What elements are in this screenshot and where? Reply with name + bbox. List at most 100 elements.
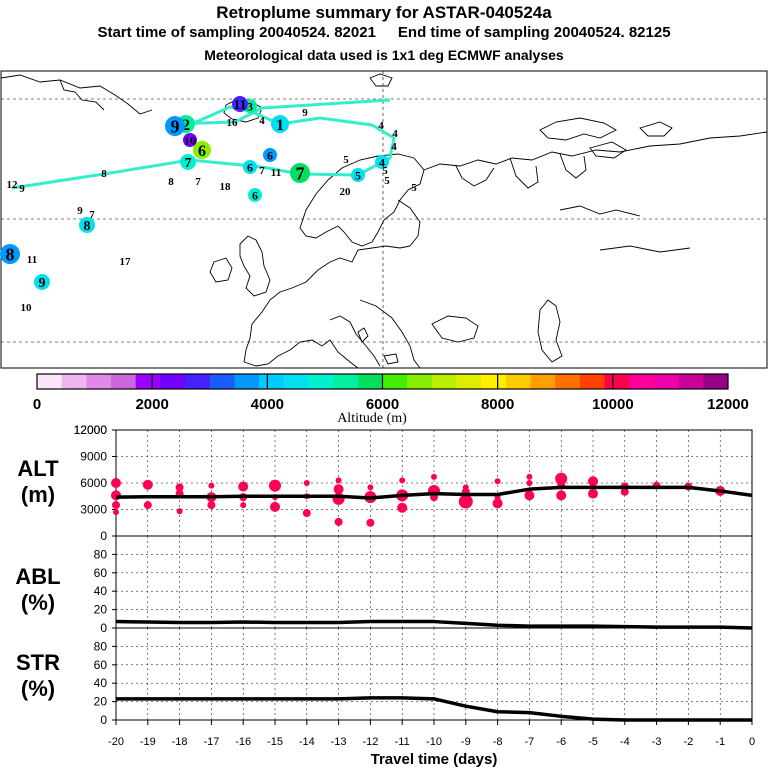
colorbar-cell xyxy=(135,374,161,389)
altitude-point xyxy=(399,477,406,484)
x-tick-label: -12 xyxy=(362,736,378,748)
map-point-label: 3 xyxy=(247,99,253,113)
map-point-label: 7 xyxy=(296,163,305,183)
map-label-marker: 12 xyxy=(7,179,19,191)
colorbar-tick-label: 2000 xyxy=(135,396,168,413)
x-tick-label: -14 xyxy=(299,736,315,748)
altitude-point xyxy=(526,473,533,480)
colorbar-cell xyxy=(283,374,309,389)
map-label-marker: 9 xyxy=(34,274,50,291)
map-label-marker: 4 xyxy=(392,128,398,140)
y-tick-label: 6000 xyxy=(80,476,107,490)
map-label-marker: 7 xyxy=(290,163,310,183)
map-point-label: 18 xyxy=(220,181,232,193)
colorbar-ticks: 0 2000 4000 6000 8000 10000 12000 xyxy=(33,374,749,413)
map-gridlines xyxy=(1,71,767,368)
altitude-point xyxy=(367,484,374,491)
altitude-point xyxy=(112,501,120,510)
x-tick-label: -10 xyxy=(426,736,442,748)
map-label-marker: 4 xyxy=(391,141,397,153)
altitude-point xyxy=(238,481,249,492)
y-tick-label: 20 xyxy=(94,695,108,709)
map-circle xyxy=(0,244,20,264)
map-label-marker: 7 xyxy=(89,209,95,221)
colorbar-cell xyxy=(678,374,704,389)
x-tick-label: -18 xyxy=(172,736,188,748)
map-point-label: 4 xyxy=(259,115,265,127)
map-label-marker: 16 xyxy=(227,117,239,129)
map-point-label: 8 xyxy=(6,244,15,264)
colorbar-cell xyxy=(37,374,63,389)
map-point-label: 6 xyxy=(198,143,206,160)
map-point-label: 10 xyxy=(184,133,196,147)
altitude-point xyxy=(113,509,119,516)
map-label-marker: 6 xyxy=(193,141,211,160)
map-point-label: 16 xyxy=(227,117,239,129)
altitude-point xyxy=(431,473,437,480)
altitude-colorbar: 0 2000 4000 6000 8000 10000 12000 Altitude (m) xyxy=(33,373,749,426)
map-label-marker: 17 xyxy=(120,256,132,268)
colorbar-cell xyxy=(333,374,359,389)
colorbar-cell xyxy=(160,374,186,389)
colorbar-cell xyxy=(86,374,112,389)
panel-label: STR xyxy=(16,650,60,675)
map-label-marker: 6 xyxy=(243,160,257,174)
map-label-marker: 5 xyxy=(343,154,349,166)
altitude-point xyxy=(142,479,153,490)
panel-label: ABL xyxy=(15,564,60,589)
map-label-marker: 9 xyxy=(19,183,25,195)
altitude-point xyxy=(270,501,280,512)
map-label-marker: 11 xyxy=(27,254,37,266)
map-label-marker: 6 xyxy=(248,188,262,202)
x-tick-label: -7 xyxy=(525,736,535,748)
altitude-point xyxy=(556,490,567,501)
map-point-label: 9 xyxy=(19,183,25,195)
x-axis: -20 -19 -18 -17 -16 -15 -14 -13 -12 -11 -10 -9 -8 -7-… xyxy=(108,720,755,768)
map-circle xyxy=(263,148,277,162)
y-tick-label: 0 xyxy=(100,529,107,543)
map-label-marker: 5 xyxy=(351,168,365,182)
map-circle xyxy=(271,115,289,133)
map-point-label: 20 xyxy=(340,186,352,198)
map-point-label: 17 xyxy=(120,256,132,268)
map-circle xyxy=(183,133,197,147)
x-tick-label: -11 xyxy=(395,736,410,748)
map-point-label: 7 xyxy=(195,176,201,188)
map-point-label: 6 xyxy=(252,188,258,202)
x-axis-title: Travel time (days) xyxy=(371,751,498,768)
map-label-marker: 18 xyxy=(220,181,232,193)
map-label-marker: 4 xyxy=(378,120,384,132)
y-tick-label: 40 xyxy=(94,584,108,598)
altitude-point xyxy=(143,501,152,510)
x-tick-label: -9 xyxy=(461,736,471,748)
map-point-label: 5 xyxy=(343,154,349,166)
map-circle xyxy=(34,274,50,290)
altitude-point xyxy=(620,487,629,496)
altitude-point xyxy=(555,472,568,485)
map-point-label: 8 xyxy=(168,176,174,188)
altitude-point xyxy=(526,480,533,486)
map-circle xyxy=(180,154,196,170)
y-tick-label: 60 xyxy=(94,566,108,580)
start-time-label: Start time of sampling 20040524. 82021 xyxy=(97,24,376,41)
colorbar-cell xyxy=(555,374,581,389)
map-point-label: 5 xyxy=(384,175,390,187)
altitude-point xyxy=(524,490,535,501)
map-label-marker: 4 xyxy=(375,155,389,169)
map-point-label: 7 xyxy=(89,209,95,221)
colorbar-cell xyxy=(604,374,630,389)
altitude-point xyxy=(208,482,215,489)
abl-panel: 0 20 40 60 80 ABL(%) xyxy=(15,535,753,635)
x-tick-label: -8 xyxy=(493,736,503,748)
map-label-marker: 5 xyxy=(411,182,417,194)
colorbar-cell xyxy=(382,374,408,389)
y-tick-label: 20 xyxy=(94,603,108,617)
end-time-label: End time of sampling 20040524. 82125 xyxy=(397,24,671,41)
altitude-point xyxy=(333,484,344,495)
map-label-marker: 5 xyxy=(384,175,390,187)
x-tick-label: -20 xyxy=(108,736,124,748)
colorbar-cell xyxy=(209,374,235,389)
panel-unit: (m) xyxy=(21,482,55,507)
